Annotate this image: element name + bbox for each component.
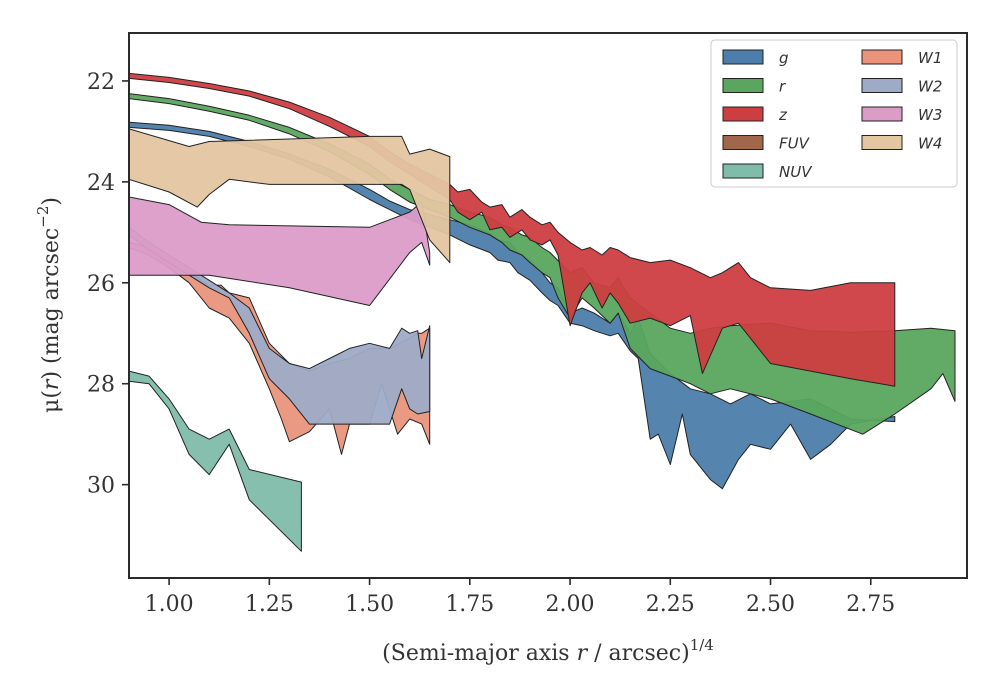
y-tick-label: 26 <box>87 272 115 297</box>
x-tick-label: 2.50 <box>746 592 795 617</box>
y-tick-label: 28 <box>87 373 115 398</box>
legend-swatch-w4 <box>861 135 903 150</box>
legend-label-w4: W4 <box>918 135 942 153</box>
x-tick-label: 2.25 <box>646 592 695 617</box>
x-tick-label: 2.75 <box>846 592 895 617</box>
series-band-w4 <box>129 128 451 264</box>
legend-swatch-w2 <box>861 78 903 93</box>
y-axis-label: μ(r) (mag arcsec−2) <box>34 197 64 413</box>
y-tick-label: 24 <box>87 171 115 196</box>
legend-swatch-w3 <box>861 106 903 122</box>
x-tick-label: 1.00 <box>145 592 194 617</box>
legend-label-fuv: FUV <box>779 135 811 153</box>
x-axis: 1.00 1.25 1.50 1.75 2.00 2.25 2.50 2.75 <box>145 578 895 617</box>
x-tick-label: 1.50 <box>345 592 394 617</box>
legend-label-nuv: NUV <box>779 163 813 181</box>
legend-label-z: z <box>778 106 788 124</box>
y-tick-label: 30 <box>87 474 115 499</box>
legend-label-w3: W3 <box>918 106 942 124</box>
chart-legend: grz FUV NUV W1 W2 W3 W4 <box>710 39 958 188</box>
legend-label-r: r <box>779 78 786 96</box>
legend-swatch-g <box>722 49 764 65</box>
legend-swatch-fuv <box>722 135 764 150</box>
legend-swatch-r <box>722 78 764 93</box>
legend-label-g: g <box>779 49 789 67</box>
x-axis-label: (Semi-major axis r / arcsec)1/4 <box>382 636 714 666</box>
y-tick-label: 22 <box>87 70 115 95</box>
legend-swatch-z <box>722 106 764 122</box>
plot-frame <box>128 32 968 579</box>
series-band-w3 <box>129 196 431 306</box>
series-layer <box>129 72 956 552</box>
series-band-z <box>129 72 896 387</box>
legend-box <box>710 39 958 188</box>
legend-swatch-nuv <box>722 163 764 179</box>
legend-label-w2: W2 <box>918 78 942 96</box>
legend-swatch-w1 <box>861 49 903 65</box>
y-axis: 22 24 26 28 30 <box>87 70 129 499</box>
x-tick-label: 1.75 <box>445 592 494 617</box>
series-band-nuv <box>129 370 302 552</box>
x-tick-label: 2.00 <box>546 592 595 617</box>
legend-label-w1: W1 <box>918 49 942 67</box>
x-tick-label: 1.25 <box>245 592 294 617</box>
series-band-w2 <box>129 226 431 425</box>
